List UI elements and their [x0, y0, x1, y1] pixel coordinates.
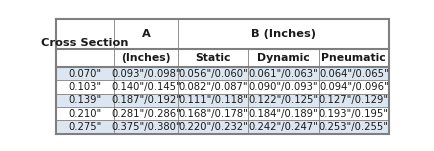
Text: 0.275": 0.275" — [69, 122, 102, 132]
Text: (Inches): (Inches) — [122, 53, 171, 63]
Bar — [56, 94, 389, 107]
Text: 0.139": 0.139" — [69, 95, 102, 105]
Text: 0.193"/0.195": 0.193"/0.195" — [319, 109, 389, 119]
Text: 0.103": 0.103" — [69, 82, 102, 92]
Text: 0.168"/0.178": 0.168"/0.178" — [178, 109, 248, 119]
Text: 0.375"/0.380": 0.375"/0.380" — [112, 122, 181, 132]
Text: B (Inches): B (Inches) — [251, 29, 316, 39]
Text: 0.070": 0.070" — [69, 69, 102, 79]
Text: Static: Static — [195, 53, 231, 63]
Bar — [56, 80, 389, 94]
Text: 0.082"/0.087": 0.082"/0.087" — [178, 82, 248, 92]
Text: 0.242"/0.247": 0.242"/0.247" — [249, 122, 319, 132]
Text: 0.064"/0.065": 0.064"/0.065" — [319, 69, 388, 79]
Bar — [56, 67, 389, 80]
Text: Pneumatic: Pneumatic — [322, 53, 386, 63]
Bar — [56, 120, 389, 134]
Text: 0.111"/0.118": 0.111"/0.118" — [178, 95, 248, 105]
Bar — [56, 107, 389, 120]
Text: 0.061"/0.063": 0.061"/0.063" — [249, 69, 319, 79]
Text: 0.187"/0.192": 0.187"/0.192" — [111, 95, 181, 105]
Text: 0.253"/0.255": 0.253"/0.255" — [319, 122, 389, 132]
Text: 0.090"/0.093": 0.090"/0.093" — [249, 82, 318, 92]
Text: 0.184"/0.189": 0.184"/0.189" — [249, 109, 319, 119]
Text: 0.140"/0.145": 0.140"/0.145" — [112, 82, 181, 92]
Bar — [56, 19, 389, 67]
Text: 0.127"/0.129": 0.127"/0.129" — [319, 95, 389, 105]
Text: Cross Section: Cross Section — [41, 38, 129, 48]
Text: 0.220"/0.232": 0.220"/0.232" — [178, 122, 248, 132]
Text: 0.281"/0.286": 0.281"/0.286" — [111, 109, 181, 119]
Text: 0.122"/0.125": 0.122"/0.125" — [248, 95, 319, 105]
Text: 0.210": 0.210" — [69, 109, 102, 119]
Text: 0.093"/0.098": 0.093"/0.098" — [112, 69, 181, 79]
Text: Dynamic: Dynamic — [257, 53, 310, 63]
Text: 0.056"/0.060": 0.056"/0.060" — [178, 69, 248, 79]
Text: 0.094"/0.096": 0.094"/0.096" — [319, 82, 388, 92]
Text: A: A — [142, 29, 151, 39]
